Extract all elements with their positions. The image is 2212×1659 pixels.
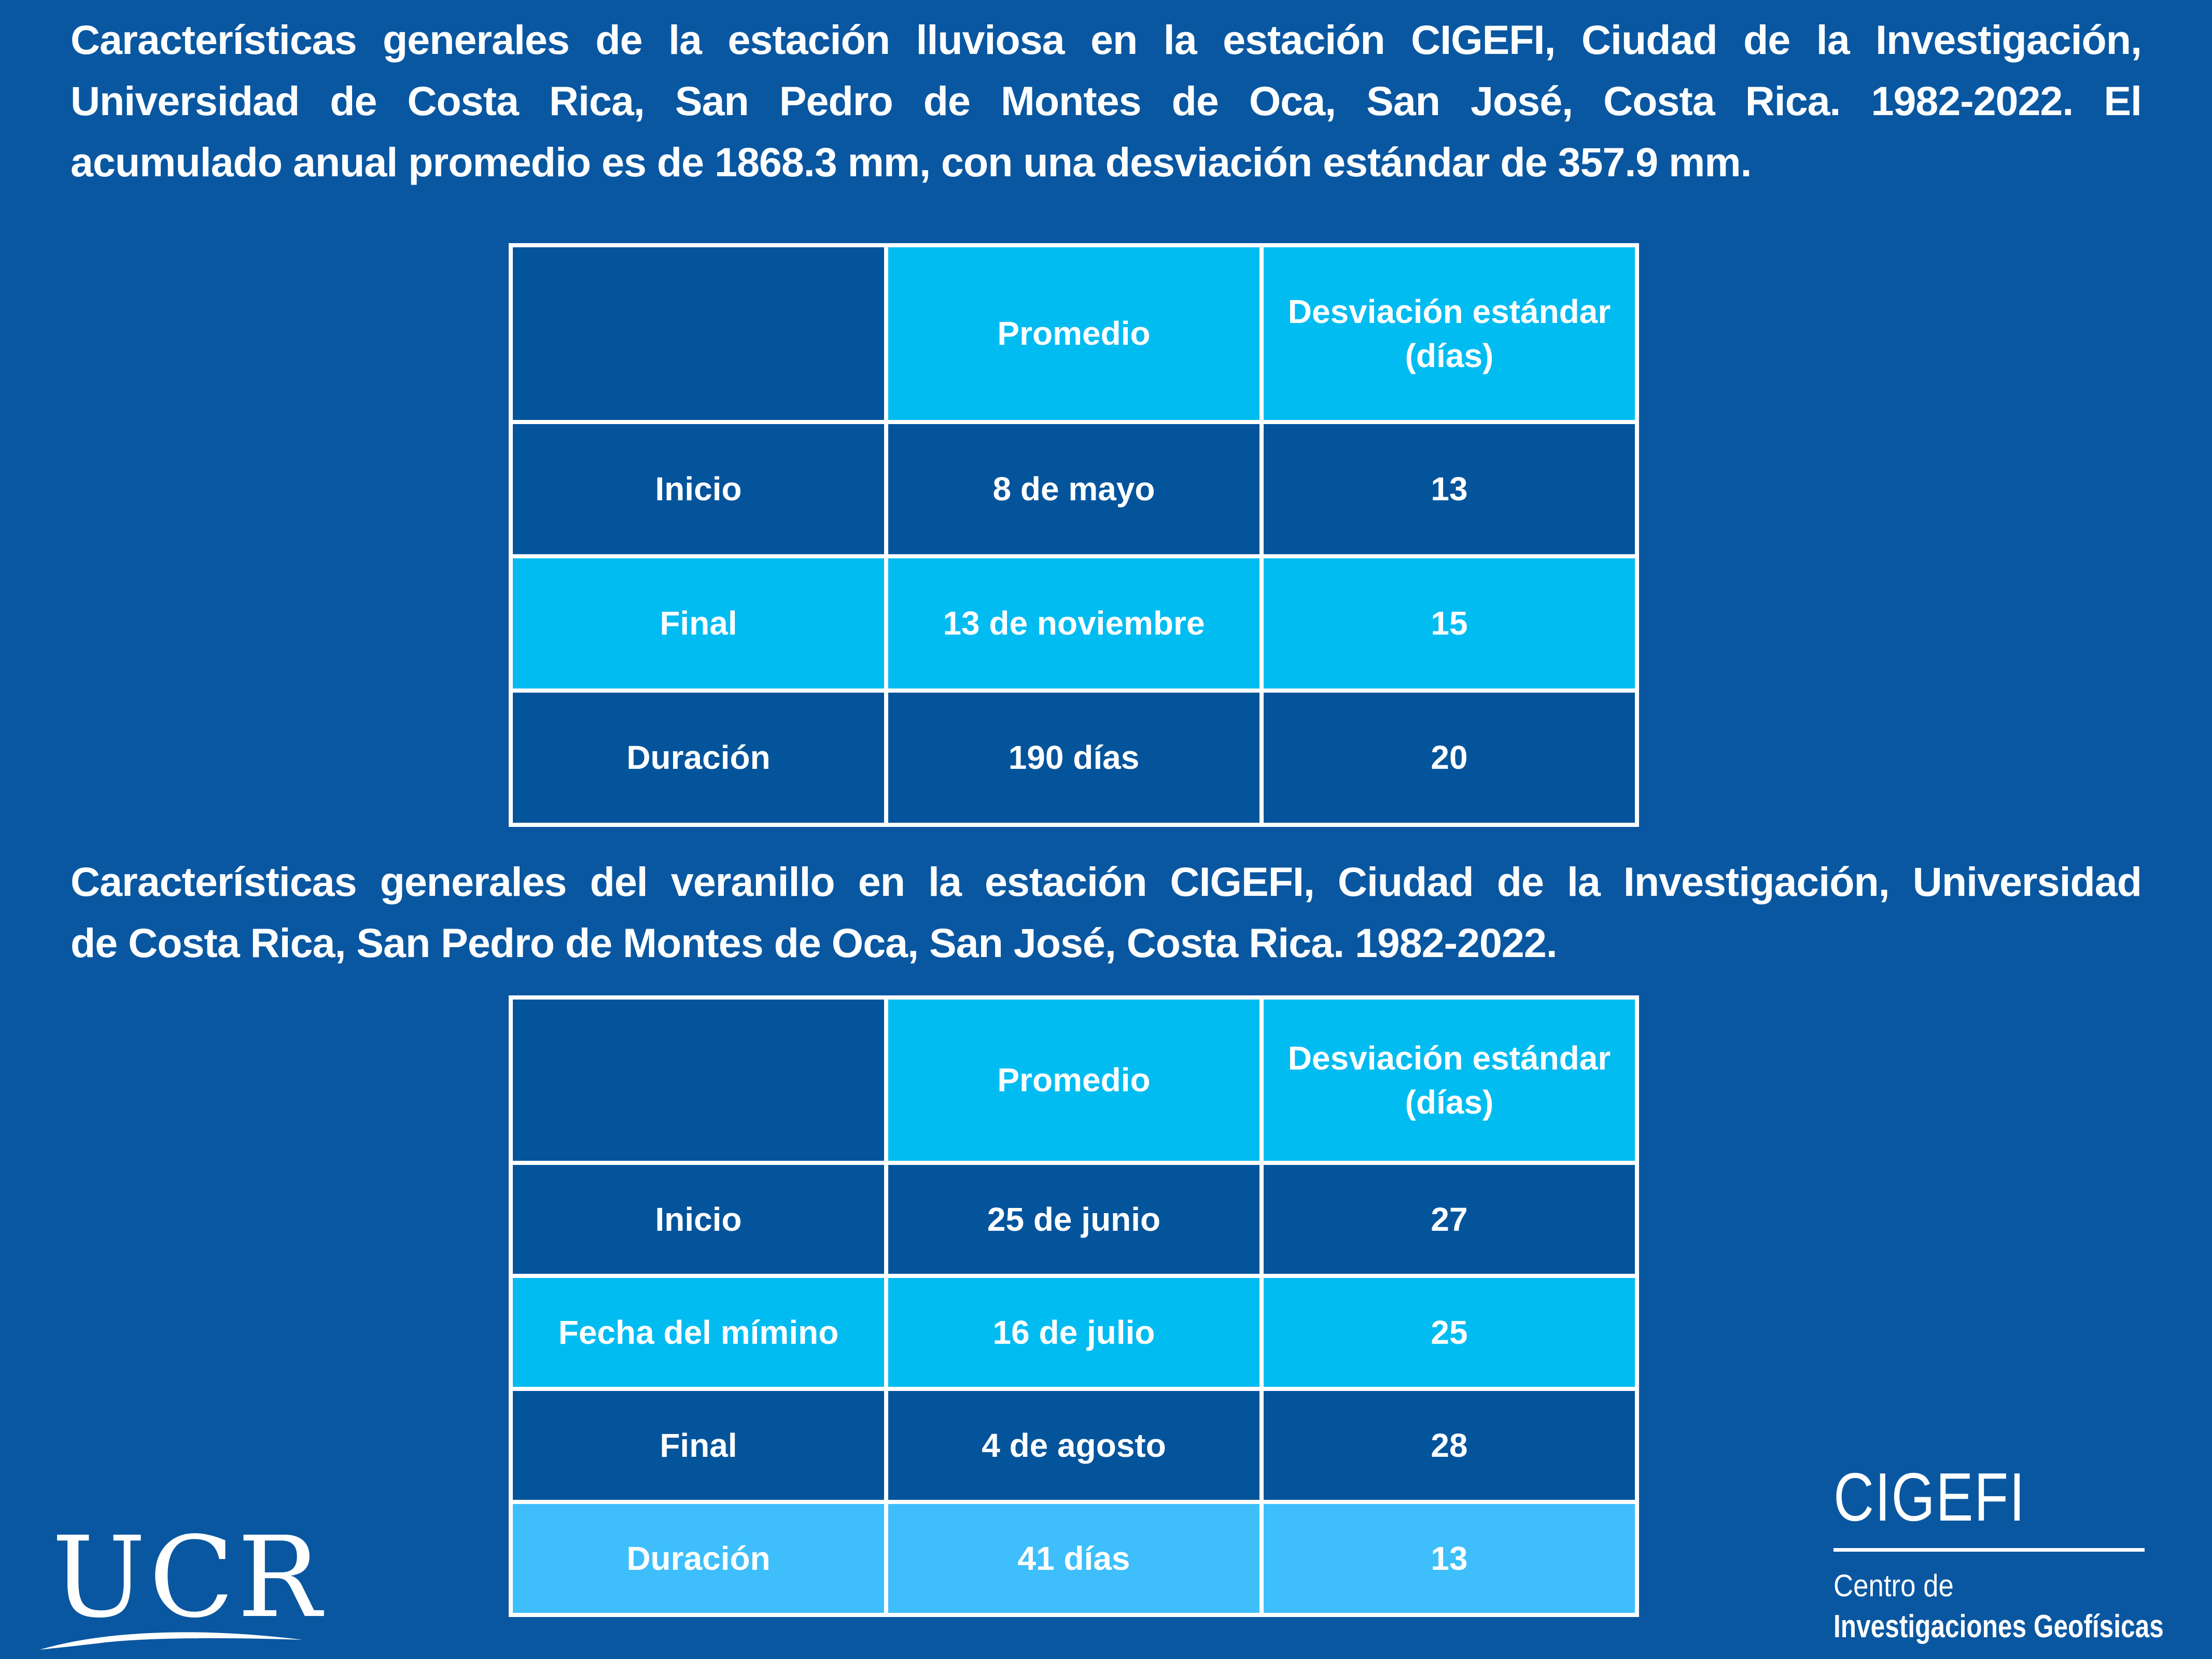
veranillo-intro-line-1: Características generales del veranillo … [71,859,2142,905]
row-promedio: 16 de julio [888,1278,1259,1387]
row-label: Fecha del mímino [513,1278,884,1387]
table-row: Duración 190 días 20 [513,693,1635,823]
row-desviacion: 13 [1264,424,1635,554]
rainy-intro-line-1: Características generales de la estación… [71,17,2142,63]
row-promedio: 8 de mayo [888,424,1259,554]
row-label: Final [513,1391,884,1500]
cigefi-logo-title: CIGEFI [1833,1459,2026,1535]
row-label: Duración [513,1504,884,1613]
cigefi-logo: CIGEFI Centro de Investigaciones Geofísi… [1833,1459,2164,1644]
table-row: Inicio 8 de mayo 13 [513,424,1635,554]
cigefi-divider-line [1833,1548,2145,1552]
row-label: Inicio [513,424,884,554]
rainy-season-intro: Características generales de la estación… [71,9,2142,193]
header-empty-cell [513,1000,884,1161]
table-row: Final 13 de noviembre 15 [513,558,1635,688]
header-promedio: Promedio [888,247,1259,420]
row-promedio: 13 de noviembre [888,558,1259,688]
row-desviacion: 13 [1264,1504,1635,1613]
table-row: Inicio 25 de junio 27 [513,1165,1635,1274]
row-promedio: 41 días [888,1504,1259,1613]
veranillo-table: Promedio Desviación estándar (días) Inic… [509,995,1639,1617]
row-promedio: 190 días [888,693,1259,823]
row-desviacion: 20 [1264,693,1635,823]
rainy-season-table: Promedio Desviación estándar (días) Inic… [509,243,1639,827]
row-desviacion: 28 [1264,1391,1635,1500]
row-desviacion: 27 [1264,1165,1635,1274]
table-row: Final 4 de agosto 28 [513,1391,1635,1500]
row-desviacion: 25 [1264,1278,1635,1387]
header-desviacion: Desviación estándar (días) [1264,247,1635,420]
header-empty-cell [513,247,884,420]
table-header-row: Promedio Desviación estándar (días) [513,247,1635,420]
table-row: Duración 41 días 13 [513,1504,1635,1613]
table-row: Fecha del mímino 16 de julio 25 [513,1278,1635,1387]
row-label: Final [513,558,884,688]
rainy-intro-line-2: Universidad de Costa Rica, San Pedro de … [71,78,2142,124]
row-promedio: 25 de junio [888,1165,1259,1274]
ucr-logo-text: UCR [52,1512,325,1642]
table-header-row: Promedio Desviación estándar (días) [513,1000,1635,1161]
cigefi-subtitle-line-2: Investigaciones Geofísicas [1833,1609,2164,1644]
rainy-intro-line-3: acumulado anual promedio es de 1868.3 mm… [71,139,1752,185]
header-promedio: Promedio [888,1000,1259,1161]
cigefi-subtitle-line-1: Centro de [1833,1568,1954,1603]
ucr-swoosh-icon [40,1632,302,1650]
row-promedio: 4 de agosto [888,1391,1259,1500]
row-label: Duración [513,693,884,823]
ucr-logo: UCR [40,1512,325,1650]
row-desviacion: 15 [1264,558,1635,688]
veranillo-intro-line-2: de Costa Rica, San Pedro de Montes de Oc… [71,920,1558,966]
row-label: Inicio [513,1165,884,1274]
veranillo-intro: Características generales del veranillo … [71,851,2142,974]
header-desviacion: Desviación estándar (días) [1264,1000,1635,1161]
